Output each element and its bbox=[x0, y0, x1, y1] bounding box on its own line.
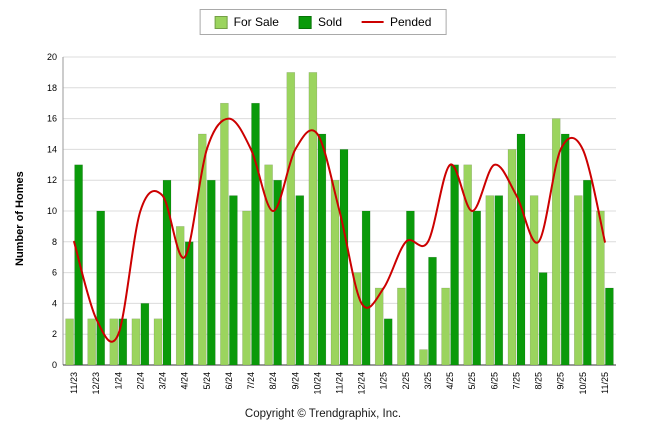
x-tick-label: 8/25 bbox=[534, 372, 544, 390]
bar-for-sale bbox=[286, 72, 296, 366]
bar-for-sale bbox=[352, 272, 362, 366]
x-tick-label: 10/24 bbox=[312, 372, 322, 395]
bar-for-sale bbox=[175, 226, 185, 366]
y-tick-label: 14 bbox=[47, 144, 57, 154]
bar-sold bbox=[317, 133, 327, 366]
x-tick-label: 5/24 bbox=[202, 372, 212, 390]
legend-label-sold: Sold bbox=[317, 15, 343, 29]
bar-for-sale bbox=[551, 118, 561, 366]
bar-sold bbox=[273, 179, 282, 366]
bar-sold bbox=[162, 179, 172, 366]
bar-for-sale bbox=[242, 210, 251, 366]
bar-for-sale bbox=[463, 164, 472, 366]
bar-for-sale bbox=[153, 318, 163, 366]
legend-item-sold: Sold bbox=[298, 15, 343, 29]
bar-for-sale bbox=[507, 149, 517, 366]
x-tick-label: 1/24 bbox=[113, 372, 123, 390]
bar-sold bbox=[339, 149, 349, 366]
chart-legend: For Sale Sold Pended bbox=[199, 9, 447, 35]
bar-sold bbox=[560, 133, 570, 366]
y-tick-label: 16 bbox=[47, 114, 57, 124]
for-sale-swatch-icon bbox=[214, 15, 228, 29]
bar-sold bbox=[538, 272, 548, 366]
x-tick-label: 2/24 bbox=[135, 372, 145, 390]
bar-for-sale bbox=[308, 72, 318, 366]
bar-for-sale bbox=[397, 287, 406, 366]
bar-sold bbox=[229, 195, 238, 366]
x-tick-label: 12/24 bbox=[357, 372, 367, 395]
x-tick-label: 10/25 bbox=[578, 372, 588, 395]
bar-for-sale bbox=[198, 133, 207, 366]
x-tick-label: 8/24 bbox=[268, 372, 278, 390]
bar-for-sale bbox=[529, 195, 539, 366]
y-tick-label: 2 bbox=[52, 329, 57, 339]
x-tick-label: 4/24 bbox=[180, 372, 190, 390]
bar-sold bbox=[406, 210, 415, 366]
bar-sold bbox=[251, 102, 260, 366]
y-tick-label: 20 bbox=[47, 52, 57, 62]
bar-for-sale bbox=[374, 287, 384, 366]
x-tick-label: 11/24 bbox=[335, 372, 345, 394]
bar-sold bbox=[450, 164, 459, 366]
x-tick-label: 7/24 bbox=[246, 372, 256, 390]
y-tick-label: 10 bbox=[47, 206, 57, 216]
bar-sold bbox=[184, 241, 194, 366]
bar-sold bbox=[494, 195, 504, 366]
bar-sold bbox=[383, 318, 393, 366]
legend-label-for-sale: For Sale bbox=[233, 15, 279, 29]
bar-for-sale bbox=[596, 210, 605, 366]
sold-swatch-icon bbox=[298, 15, 312, 29]
bar-for-sale bbox=[220, 102, 229, 366]
x-tick-label: 6/25 bbox=[489, 372, 499, 390]
x-tick-label: 7/25 bbox=[512, 372, 522, 390]
x-tick-label: 5/25 bbox=[467, 372, 477, 390]
bar-sold bbox=[207, 179, 216, 366]
y-tick-label: 12 bbox=[47, 175, 57, 185]
bar-for-sale bbox=[485, 195, 495, 366]
x-tick-label: 12/23 bbox=[91, 372, 101, 395]
x-tick-label: 3/24 bbox=[158, 372, 168, 390]
bar-for-sale bbox=[264, 164, 273, 366]
legend-item-for-sale: For Sale bbox=[214, 15, 279, 29]
legend-item-pended: Pended bbox=[362, 15, 431, 29]
bar-for-sale bbox=[574, 195, 583, 366]
bar-for-sale bbox=[87, 318, 96, 366]
x-tick-label: 1/25 bbox=[379, 372, 389, 390]
copyright-text: Copyright © Trendgraphix, Inc. bbox=[244, 408, 402, 420]
x-tick-label: 11/25 bbox=[600, 372, 610, 394]
x-tick-label: 3/25 bbox=[423, 372, 433, 390]
bar-sold bbox=[428, 256, 437, 366]
y-tick-label: 0 bbox=[52, 360, 57, 370]
bar-for-sale bbox=[419, 349, 428, 366]
bar-sold bbox=[295, 195, 305, 366]
x-tick-label: 11/23 bbox=[69, 372, 79, 394]
x-tick-label: 2/25 bbox=[401, 372, 411, 390]
pended-line bbox=[73, 117, 606, 343]
pended-line-swatch-icon bbox=[362, 21, 385, 23]
bar-sold bbox=[140, 303, 150, 366]
bar-sold bbox=[516, 133, 526, 366]
bar-sold bbox=[605, 287, 614, 366]
y-axis-title: Number of Homes bbox=[14, 171, 26, 266]
y-tick-label: 18 bbox=[47, 83, 57, 93]
x-tick-label: 6/24 bbox=[224, 372, 234, 390]
x-tick-label: 4/25 bbox=[445, 372, 455, 390]
x-tick-label: 9/24 bbox=[290, 372, 300, 390]
y-tick-label: 6 bbox=[52, 268, 57, 278]
bar-for-sale bbox=[330, 179, 340, 366]
legend-label-pended: Pended bbox=[390, 15, 432, 29]
bar-sold bbox=[96, 210, 105, 366]
bar-sold bbox=[583, 179, 592, 366]
x-tick-label: 9/25 bbox=[556, 372, 566, 390]
bar-for-sale bbox=[441, 287, 450, 366]
y-tick-label: 8 bbox=[52, 237, 57, 247]
bar-sold bbox=[74, 164, 83, 366]
bar-for-sale bbox=[65, 318, 74, 366]
bar-sold bbox=[472, 210, 481, 366]
bar-for-sale bbox=[131, 318, 141, 366]
y-tick-label: 4 bbox=[52, 298, 57, 308]
bar-sold bbox=[361, 210, 371, 366]
